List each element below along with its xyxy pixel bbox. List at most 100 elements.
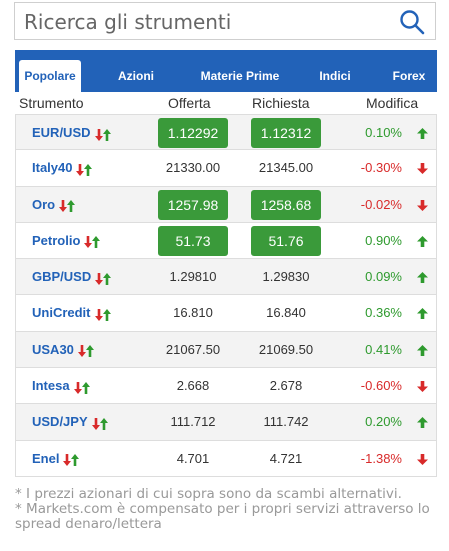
up-arrow-icon [81,381,90,394]
up-arrow-icon [102,309,111,322]
tab-azioni[interactable]: Azioni [118,69,154,83]
up-arrow-icon [103,272,112,285]
down-arrow-icon [94,128,103,141]
trend-up-icon [417,126,428,144]
instrument-link[interactable]: Oro [32,196,76,213]
bid-price[interactable]: 16.810 [173,305,213,321]
change-value: -0.60% [360,378,402,394]
instrument-link[interactable]: GBP/USD [32,269,112,285]
change-value: 0.09% [365,269,402,285]
ask-price[interactable]: 51.76 [251,225,321,256]
column-headers: Strumento Offerta Richiesta Modifica [15,92,437,114]
updown-arrows-icon [84,234,101,249]
table-row[interactable]: Oro 1257.98 1258.68 -0.02% [15,186,437,223]
instrument-link[interactable]: Petrolio [32,232,101,249]
instrument-name[interactable]: USD/JPY [32,414,88,430]
table-row[interactable]: USD/JPY 111.712 111.742 0.20% [15,404,437,441]
instrument-name[interactable]: USA30 [32,341,74,357]
up-arrow-icon [102,128,111,141]
instrument-table: EUR/USD 1.12292 1.12312 0.10% Italy40 21330.0… [15,114,437,477]
updown-arrows-icon [77,343,94,358]
instrument-name[interactable]: Oro [32,196,56,212]
change-value: 0.36% [365,305,402,321]
trend-down-icon [417,452,428,470]
table-row[interactable]: Italy40 21330.00 21345.00 -0.30% [15,150,437,187]
tab-materie-prime[interactable]: Materie Prime [200,69,280,83]
bid-price[interactable]: 21330.00 [165,160,221,176]
up-arrow-icon [71,454,80,467]
footnotes: * I prezzi azionari di cui sopra sono da… [15,487,437,532]
updown-arrows-icon [73,379,90,394]
up-arrow-icon [84,163,93,176]
instrument-link[interactable]: USD/JPY [32,414,108,430]
updown-arrows-icon [63,452,80,467]
instrument-link[interactable]: EUR/USD [32,125,111,141]
search-icon[interactable] [399,9,425,35]
change-value: -0.02% [360,196,402,212]
change-value: -1.38% [360,450,402,466]
change-value: 0.20% [365,414,402,430]
up-arrow-icon [92,236,101,249]
bid-price[interactable]: 1.12292 [158,118,228,148]
trend-up-icon [417,415,428,433]
col-richiesta: Richiesta [252,95,310,111]
bid-price[interactable]: 2.668 [176,378,210,394]
table-row[interactable]: UniCredit 16.810 16.840 0.36% [15,295,437,332]
bid-price[interactable]: 51.73 [158,225,228,256]
bid-price[interactable]: 21067.50 [165,341,221,357]
trend-down-icon [417,379,428,397]
footnote-1: * I prezzi azionari di cui sopra sono da… [15,486,402,502]
tab-indici[interactable]: Indici [319,69,351,83]
ask-price[interactable]: 16.840 [266,305,306,321]
search-box[interactable]: Ricerca gli strumenti [14,2,436,40]
updown-arrows-icon [91,415,108,430]
table-row[interactable]: Petrolio 51.73 51.76 0.90% [15,222,437,260]
instrument-link[interactable]: Enel [32,450,80,467]
tab-forex[interactable]: Forex [392,69,426,83]
instrument-name[interactable]: Italy40 [32,160,73,176]
instrument-name[interactable]: UniCredit [32,305,91,321]
updown-arrows-icon [59,198,76,213]
bid-price[interactable]: 1257.98 [158,189,228,220]
col-offerta: Offerta [168,95,211,111]
ask-price[interactable]: 1.12312 [251,118,321,148]
instrument-link[interactable]: UniCredit [32,305,111,322]
table-row[interactable]: USA30 21067.50 21069.50 0.41% [15,331,437,369]
down-arrow-icon [91,417,100,430]
ask-price[interactable]: 21069.50 [258,341,314,357]
down-arrow-icon [95,272,104,285]
change-value: 0.10% [365,125,402,140]
instrument-name[interactable]: EUR/USD [32,125,91,140]
updown-arrows-icon [94,306,111,322]
instrument-name[interactable]: GBP/USD [32,269,92,285]
table-row[interactable]: EUR/USD 1.12292 1.12312 0.10% [15,114,437,151]
table-row[interactable]: Enel 4.701 4.721 -1.38% [15,440,437,477]
instrument-name[interactable]: Enel [32,450,60,466]
bid-price[interactable]: 4.701 [176,450,210,466]
instrument-name[interactable]: Petrolio [32,232,81,248]
down-arrow-icon [76,163,85,176]
up-arrow-icon [99,417,108,430]
instrument-link[interactable]: Intesa [32,378,90,394]
down-arrow-icon [94,309,103,322]
trend-up-icon [417,270,428,288]
ask-price[interactable]: 1258.68 [251,189,321,220]
ask-price[interactable]: 21345.00 [258,160,314,176]
up-arrow-icon [67,200,76,213]
bid-price[interactable]: 1.29810 [169,269,217,285]
change-value: 0.90% [365,232,402,248]
instrument-name[interactable]: Intesa [32,378,70,394]
change-value: 0.41% [365,341,402,357]
ask-price[interactable]: 4.721 [269,450,303,466]
ask-price[interactable]: 2.678 [269,378,303,394]
table-row[interactable]: Intesa 2.668 2.678 -0.60% [15,368,437,405]
instrument-link[interactable]: USA30 [32,342,94,358]
table-row[interactable]: GBP/USD 1.29810 1.29830 0.09% [15,259,437,296]
search-input[interactable]: Ricerca gli strumenti [24,10,232,34]
instrument-link[interactable]: Italy40 [32,160,93,176]
down-arrow-icon [63,454,72,467]
tab-popolare[interactable]: Popolare [19,60,81,92]
ask-price[interactable]: 111.742 [263,414,309,430]
ask-price[interactable]: 1.29830 [262,269,310,285]
bid-price[interactable]: 111.712 [170,414,216,430]
